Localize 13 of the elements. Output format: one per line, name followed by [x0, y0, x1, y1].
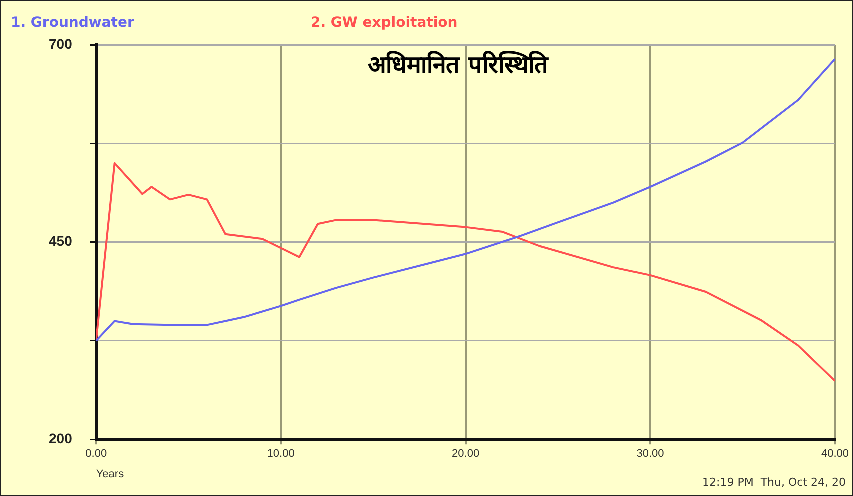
x-tick-label: 20.00: [452, 448, 480, 460]
x-tick-label: 10.00: [267, 448, 295, 460]
x-tick-label: 30.00: [636, 448, 664, 460]
x-tick-label: 40.00: [821, 448, 849, 460]
x-axis-title: Years: [96, 468, 125, 480]
text: 1. Groundwater: [11, 15, 134, 31]
chart-title: अधिमानित परिस्थिति: [368, 51, 550, 80]
y-tick-label: 700: [49, 36, 73, 52]
y-tick-label: 450: [49, 233, 73, 250]
x-tick-label: 0.00: [86, 448, 108, 460]
text: 12:19 PM Thu, Oct 24, 20: [702, 476, 846, 489]
y-tick-label: 200: [49, 430, 73, 446]
text: 2. GW exploitation: [311, 15, 458, 31]
